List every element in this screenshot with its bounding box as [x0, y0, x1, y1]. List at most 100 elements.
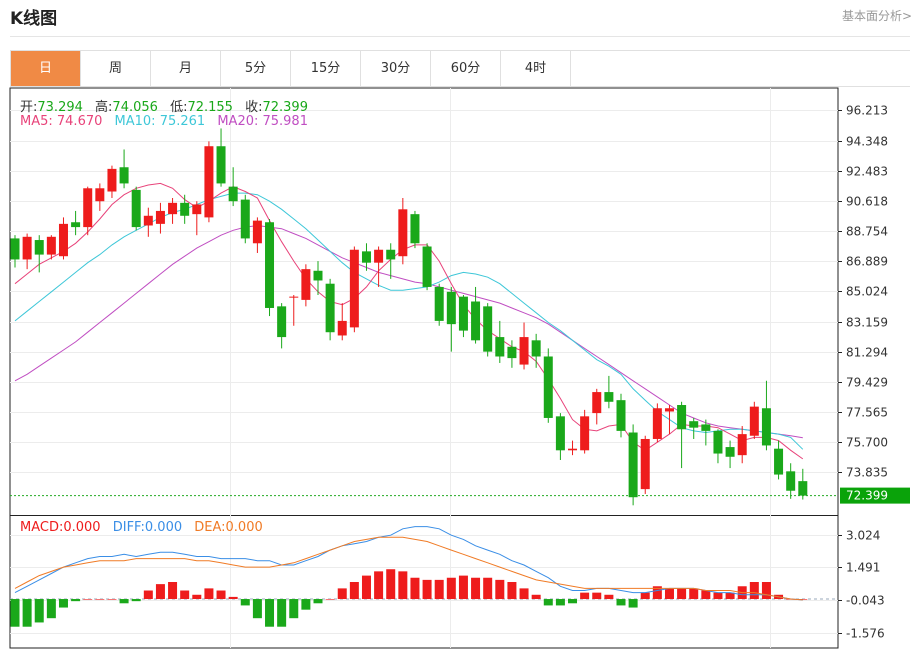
- candle-body: [386, 249, 396, 260]
- high-label: 高:: [95, 100, 113, 115]
- macd-bar: [798, 599, 808, 600]
- macd-bar: [519, 588, 529, 600]
- candle-body: [446, 291, 456, 325]
- macd-bar: [46, 599, 56, 619]
- macd-bar: [228, 596, 238, 600]
- candle-body: [519, 337, 529, 365]
- candle-body: [22, 236, 32, 260]
- candle-body: [749, 406, 759, 436]
- tab-4hour[interactable]: 4时: [501, 51, 571, 86]
- candle-body: [410, 214, 420, 244]
- macd-bar: [131, 599, 141, 602]
- candle-body: [689, 421, 699, 428]
- candle-body: [46, 236, 56, 255]
- ma20-line: [14, 224, 803, 439]
- candle-body: [628, 432, 638, 498]
- macd-bar: [458, 575, 468, 600]
- last-price-label: 72.399: [846, 489, 888, 503]
- macd-bar: [689, 588, 699, 600]
- macd-tick-label: 1.491: [846, 561, 880, 575]
- candle-body: [349, 249, 359, 328]
- candle-body: [228, 186, 238, 202]
- macd-bar: [664, 588, 674, 600]
- candle-body: [240, 199, 250, 239]
- candle-body: [495, 337, 505, 357]
- macd-bar: [471, 577, 481, 600]
- page-title: K线图: [10, 9, 58, 29]
- macd-bar: [495, 579, 505, 600]
- dea-legend: DEA:0.000: [194, 520, 263, 535]
- macd-bar: [22, 599, 32, 627]
- tab-60min[interactable]: 60分: [431, 51, 501, 86]
- macd-bar: [71, 599, 81, 602]
- ma-info: MA5: 74.670 MA10: 75.261 MA20: 75.981: [20, 114, 316, 129]
- price-tick-label: 86.889: [846, 255, 888, 269]
- candle-body: [677, 405, 687, 430]
- candle-body: [131, 189, 141, 228]
- macd-bar: [168, 582, 178, 600]
- macd-bar: [640, 592, 650, 600]
- candle-body: [786, 471, 796, 491]
- candle-body: [71, 222, 81, 228]
- macd-bar: [216, 590, 226, 600]
- macd-bar: [155, 584, 165, 600]
- high-value: 74.056: [112, 100, 158, 115]
- fundamental-analysis-link[interactable]: 基本面分析>: [841, 9, 912, 23]
- macd-bar: [543, 599, 553, 606]
- candle-body: [34, 240, 44, 255]
- macd-tick-label: -0.043: [846, 594, 885, 608]
- macd-bar: [628, 599, 638, 608]
- macd-bar: [604, 594, 614, 600]
- macd-bar: [434, 579, 444, 600]
- price-axis: 96.213 94.348 92.483 90.618 88.754 86.889 85.0…: [10, 104, 910, 641]
- period-tabs: 日 周 月 5分 15分 30分 60分 4时: [10, 50, 910, 87]
- candle-body: [10, 238, 20, 260]
- candle-body: [95, 188, 105, 202]
- candle-body: [313, 270, 323, 281]
- candle-body: [555, 416, 565, 451]
- candle-body: [664, 408, 674, 412]
- macd-bar: [410, 577, 420, 600]
- low-label: 低:: [170, 100, 188, 115]
- candle-body: [640, 438, 650, 490]
- price-tick-label: 88.754: [846, 225, 888, 239]
- price-tick-label: 92.483: [846, 165, 888, 179]
- candle-body: [398, 209, 408, 257]
- tab-15min[interactable]: 15分: [291, 51, 361, 86]
- candle-body: [652, 408, 662, 439]
- macd-tick-label: -1.576: [846, 627, 885, 641]
- candle-body: [774, 448, 784, 475]
- tab-week[interactable]: 周: [81, 51, 151, 86]
- candle-body: [252, 220, 262, 244]
- tab-month[interactable]: 月: [151, 51, 221, 86]
- candle-body: [204, 146, 214, 218]
- candle-body: [265, 222, 275, 308]
- macd-bar: [749, 582, 759, 600]
- candle-body: [483, 306, 493, 352]
- tab-30min[interactable]: 30分: [361, 51, 431, 86]
- candle-body: [531, 340, 541, 357]
- macd-bar: [483, 577, 493, 600]
- macd-bar: [349, 582, 359, 600]
- ma5-legend: MA5: 74.670: [20, 114, 103, 129]
- candle-body: [361, 251, 371, 263]
- macd-bar: [761, 582, 771, 600]
- candle-body: [422, 246, 432, 287]
- candle-body: [434, 286, 444, 321]
- macd-bar: [204, 588, 214, 600]
- candle-body: [798, 481, 808, 496]
- diff-legend: DIFF:0.000: [112, 520, 183, 535]
- macd-bar: [677, 588, 687, 600]
- macd-legend: MACD:0.000: [20, 520, 101, 535]
- macd-bar: [325, 599, 335, 600]
- candle-body: [568, 448, 578, 451]
- tab-day[interactable]: 日: [11, 51, 81, 86]
- candle-body: [725, 447, 735, 457]
- candle-body: [337, 320, 347, 336]
- tab-5min[interactable]: 5分: [221, 51, 291, 86]
- candle-body: [325, 283, 335, 333]
- candle-body: [192, 204, 202, 215]
- macd-bar: [713, 592, 723, 600]
- dea-line: [14, 536, 803, 601]
